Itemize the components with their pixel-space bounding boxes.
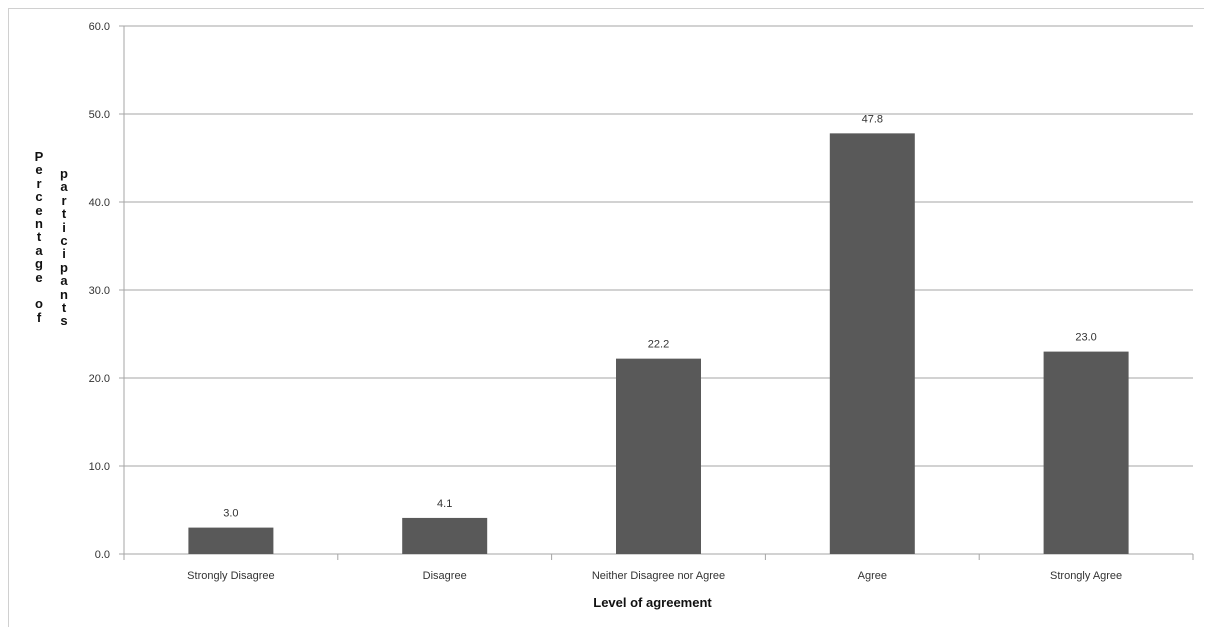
y-axis-title-line: p a r t i c i p a n t s — [60, 166, 68, 329]
data-label: 3.0 — [223, 508, 238, 520]
data-label: 47.8 — [862, 113, 883, 125]
y-tick-label: 40.0 — [89, 197, 110, 209]
y-tick-label: 30.0 — [89, 285, 110, 297]
x-axis-title: Level of agreement — [593, 595, 712, 610]
y-tick-label: 20.0 — [89, 373, 110, 385]
chart-frame — [8, 8, 1204, 627]
y-tick-label: 60.0 — [89, 21, 110, 33]
bar-agree — [829, 133, 915, 555]
y-tick-label: 0.0 — [95, 549, 110, 561]
x-tick-label: Strongly Agree — [1050, 570, 1122, 582]
data-label: 23.0 — [1075, 332, 1096, 344]
y-axis-title-line: P e r c e n t a g e o f — [34, 149, 44, 325]
x-tick-label: Agree — [858, 570, 887, 582]
bar-strongly-disagree — [188, 527, 274, 554]
data-label: 22.2 — [648, 339, 669, 351]
bar-strongly-agree — [1043, 351, 1129, 554]
bar-disagree — [402, 517, 488, 554]
x-tick-label: Strongly Disagree — [187, 570, 274, 582]
bar-neither-disagree-nor-agree — [616, 358, 701, 554]
x-tick-label: Disagree — [423, 570, 467, 582]
data-label: 4.1 — [437, 498, 452, 510]
y-tick-label: 50.0 — [89, 109, 110, 121]
x-tick-label: Neither Disagree nor Agree — [592, 570, 725, 582]
y-tick-label: 10.0 — [89, 461, 110, 473]
